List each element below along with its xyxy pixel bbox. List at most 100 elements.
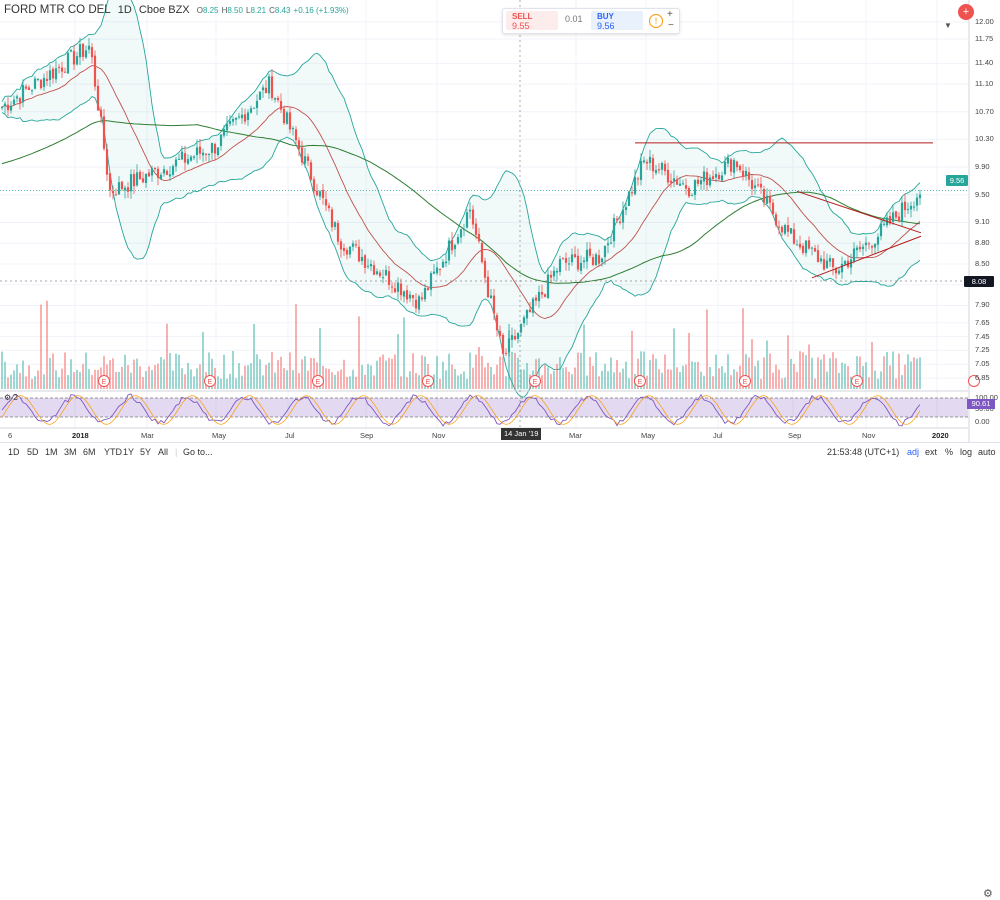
- goto-button[interactable]: Go to...: [183, 447, 213, 457]
- candle: [72, 44, 76, 70]
- candle: [327, 202, 331, 212]
- candle: [474, 218, 478, 240]
- candle: [831, 257, 835, 276]
- volume-bar: [775, 364, 777, 389]
- adjust-toggle[interactable]: adj: [907, 447, 920, 457]
- earnings-marker[interactable]: E: [529, 375, 541, 387]
- timeframe-button[interactable]: 5D: [27, 447, 39, 457]
- oscillator-settings-icon[interactable]: ⚙: [4, 393, 14, 402]
- increase-quantity-icon[interactable]: +: [667, 9, 673, 20]
- volume-bar: [685, 364, 687, 389]
- earnings-marker[interactable]: E: [422, 375, 434, 387]
- bollinger-lower: [1, 96, 921, 398]
- info-icon[interactable]: !: [649, 14, 663, 28]
- candle: [177, 153, 181, 161]
- volume-bar: [202, 332, 204, 389]
- timeframe-button[interactable]: YTD: [104, 447, 122, 457]
- earnings-marker[interactable]: E: [312, 375, 324, 387]
- candle-body: [204, 153, 208, 155]
- symbol-name[interactable]: FORD MTR CO DEL: [4, 4, 111, 16]
- volume-bar: [139, 366, 141, 389]
- volume-bar: [571, 374, 573, 389]
- timeframe-button[interactable]: 6M: [83, 447, 96, 457]
- candle: [804, 240, 808, 257]
- candle-body: [762, 189, 766, 203]
- earnings-marker[interactable]: E: [851, 375, 863, 387]
- candle-body: [333, 222, 337, 227]
- timeframe-button[interactable]: 3M: [64, 447, 77, 457]
- candle: [858, 241, 862, 253]
- candle-body: [516, 332, 520, 339]
- timeframe-button[interactable]: 1Y: [123, 447, 135, 457]
- earnings-marker[interactable]: E: [98, 375, 110, 387]
- candle: [798, 235, 802, 250]
- interval-label[interactable]: 1D: [117, 4, 132, 16]
- candle: [345, 247, 349, 260]
- candle-body: [855, 247, 859, 251]
- volume-bar: [736, 371, 738, 389]
- buy-price: 9.56: [597, 21, 615, 31]
- candle-body: [375, 271, 379, 275]
- candle-body: [633, 177, 637, 195]
- candle-body: [192, 156, 196, 158]
- candle: [489, 288, 493, 299]
- buy-button[interactable]: BUY 9.56: [591, 11, 643, 31]
- candle: [807, 236, 811, 251]
- candle: [552, 266, 556, 282]
- candle-body: [288, 112, 292, 130]
- volume-bar: [61, 368, 63, 389]
- candle-body: [15, 96, 19, 99]
- volume-bar: [439, 378, 441, 389]
- earnings-marker[interactable]: E: [739, 375, 751, 387]
- extended-hours-toggle[interactable]: ext: [925, 447, 938, 457]
- candle: [597, 249, 601, 267]
- timeframe-button[interactable]: 1D: [8, 447, 20, 457]
- candle-body: [654, 169, 658, 173]
- auto-toggle[interactable]: auto: [978, 447, 996, 457]
- candle: [633, 169, 637, 196]
- candle: [594, 252, 598, 266]
- candle: [165, 169, 169, 176]
- oscillator-value-tag: 90.61: [967, 399, 995, 409]
- log-toggle[interactable]: log: [960, 447, 973, 457]
- candle-body: [732, 160, 736, 173]
- volume-bar: [679, 372, 681, 389]
- timeframe-button[interactable]: 5Y: [140, 447, 152, 457]
- earnings-marker[interactable]: E: [204, 375, 216, 387]
- sell-button[interactable]: SELL 9.55: [506, 11, 558, 31]
- candle-body: [261, 87, 265, 91]
- candle-body: [135, 172, 139, 186]
- volume-bar: [841, 362, 843, 389]
- candle-body: [594, 254, 598, 266]
- volume-bar: [298, 373, 300, 389]
- candle: [894, 210, 898, 220]
- candle: [768, 189, 772, 209]
- clock-display[interactable]: 21:53:48 (UTC+1): [827, 447, 900, 457]
- settings-gear-icon[interactable]: ⚙: [983, 888, 993, 900]
- candle-body: [783, 225, 787, 234]
- candle-body: [519, 323, 523, 333]
- candle: [51, 66, 55, 84]
- timeframe-button[interactable]: 1M: [45, 447, 58, 457]
- timeframe-button[interactable]: All: [158, 447, 169, 457]
- volume-bar: [184, 374, 186, 389]
- percent-toggle[interactable]: %: [945, 447, 954, 457]
- candle: [252, 107, 256, 109]
- candle: [906, 202, 910, 215]
- candle: [666, 162, 670, 186]
- decrease-quantity-icon[interactable]: −: [668, 20, 674, 31]
- volume-bar: [67, 374, 69, 389]
- volume-bar: [361, 364, 363, 389]
- candle: [576, 248, 580, 272]
- volume-bar: [346, 377, 348, 389]
- volume-bar: [352, 369, 354, 389]
- candle: [456, 233, 460, 245]
- candle-body: [45, 78, 49, 81]
- chevron-down-icon[interactable]: ▼: [944, 21, 952, 30]
- volume-bar: [598, 376, 600, 389]
- candle: [348, 245, 352, 259]
- earnings-marker[interactable]: E: [634, 375, 646, 387]
- add-alert-icon[interactable]: +: [958, 4, 974, 20]
